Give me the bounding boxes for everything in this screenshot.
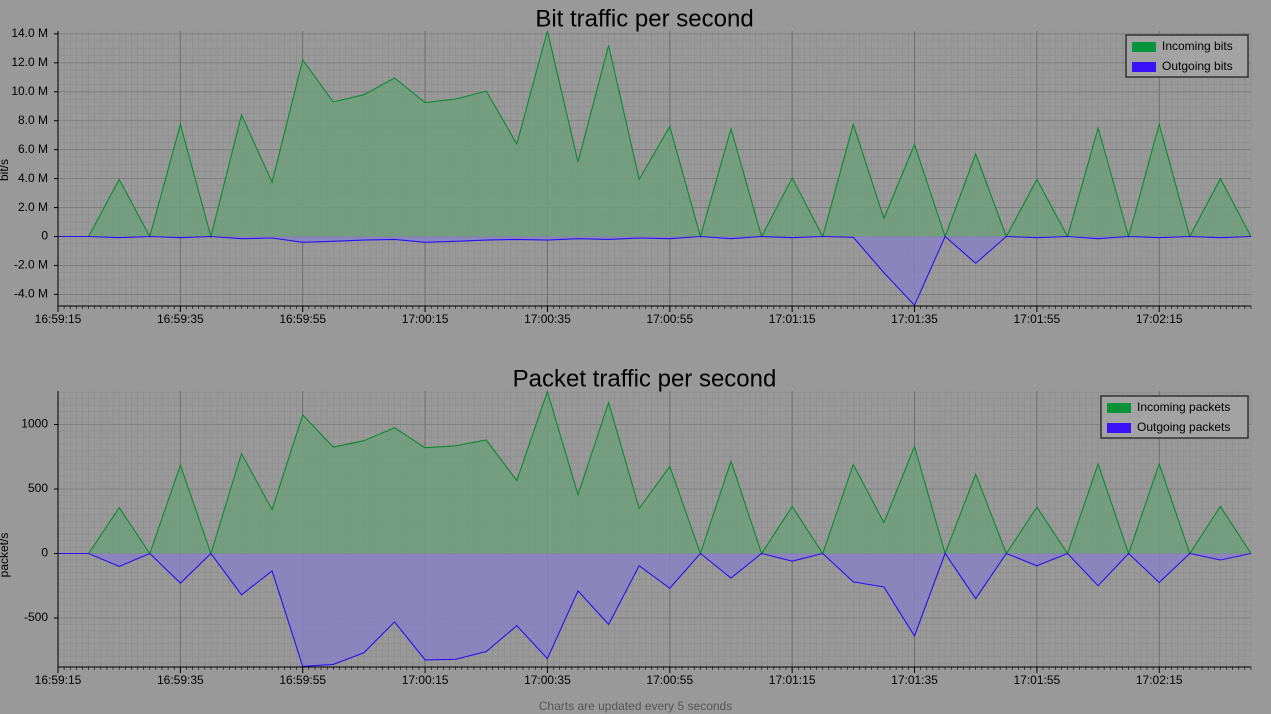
y-tick-label: 500 [28,481,48,495]
legend-swatch [1132,42,1156,52]
x-tick-label: 17:00:35 [524,312,571,326]
y-tick-label: 0 [41,229,48,243]
x-tick-label: 16:59:35 [157,312,204,326]
series-line [58,552,1252,667]
bit-traffic-chart: Bit traffic per second -4.0 M -2.0 M 0 2.0 M… [0,5,1252,326]
x-tick-label: 17:00:55 [646,312,693,326]
y-tick-label: 10.0 M [11,84,48,98]
x-tick-label: 17:00:15 [402,673,449,687]
packet-traffic-chart: Packet traffic per second -500 0 500 1000 16:… [0,365,1252,687]
y-tick-label: -4.0 M [14,287,48,301]
chart-title: Packet traffic per second [513,365,777,392]
series-area [58,553,1251,667]
y-tick-label: 12.0 M [11,55,48,69]
legend: Incoming bits Outgoing bits [1125,34,1249,78]
series-area [58,31,1251,237]
y-tick-label: 1000 [21,417,48,431]
x-tick-label: 17:00:55 [646,673,693,687]
y-axis-label: packet/s [0,533,11,578]
legend-label: Incoming bits [1162,39,1233,53]
x-tick-label: 17:00:15 [402,312,449,326]
x-tick-label: 17:00:35 [524,673,571,687]
x-tick-label: 17:01:55 [1014,673,1061,687]
legend-swatch [1107,423,1131,433]
x-tick-label: 16:59:15 [35,673,82,687]
y-tick-label: 6.0 M [18,142,48,156]
y-tick-label: 2.0 M [18,200,48,214]
x-tick-label: 17:02:15 [1136,673,1183,687]
series-line [58,30,1252,239]
legend-label: Outgoing bits [1162,59,1233,73]
y-tick-label: 8.0 M [18,113,48,127]
y-axis-label: bit/s [0,159,11,181]
legend: Incoming packets Outgoing packets [1100,395,1249,439]
x-tick-label: 17:01:15 [769,312,816,326]
x-tick-label: 17:01:15 [769,673,816,687]
series-line [58,235,1252,307]
legend-label: Incoming packets [1137,400,1230,414]
y-tick-label: 4.0 M [18,171,48,185]
y-tick-label: -2.0 M [14,258,48,272]
chart-title: Bit traffic per second [535,5,753,32]
x-tick-label: 16:59:35 [157,673,204,687]
y-tick-label: 14.0 M [11,26,48,40]
x-tick-label: 17:02:15 [1136,312,1183,326]
x-tick-label: 17:01:55 [1014,312,1061,326]
series-area [58,236,1251,306]
x-tick-label: 17:01:35 [891,673,938,687]
legend-swatch [1132,62,1156,72]
y-tick-label: -500 [24,610,48,624]
y-tick-label: 0 [41,546,48,560]
series-area [58,391,1251,554]
update-notice: Charts are updated every 5 seconds [538,699,733,713]
x-tick-label: 16:59:55 [279,673,326,687]
legend-label: Outgoing packets [1137,420,1230,434]
x-tick-label: 17:01:35 [891,312,938,326]
legend-swatch [1107,403,1131,413]
x-tick-label: 16:59:15 [35,312,82,326]
x-tick-label: 16:59:55 [279,312,326,326]
series-line [58,389,1252,556]
